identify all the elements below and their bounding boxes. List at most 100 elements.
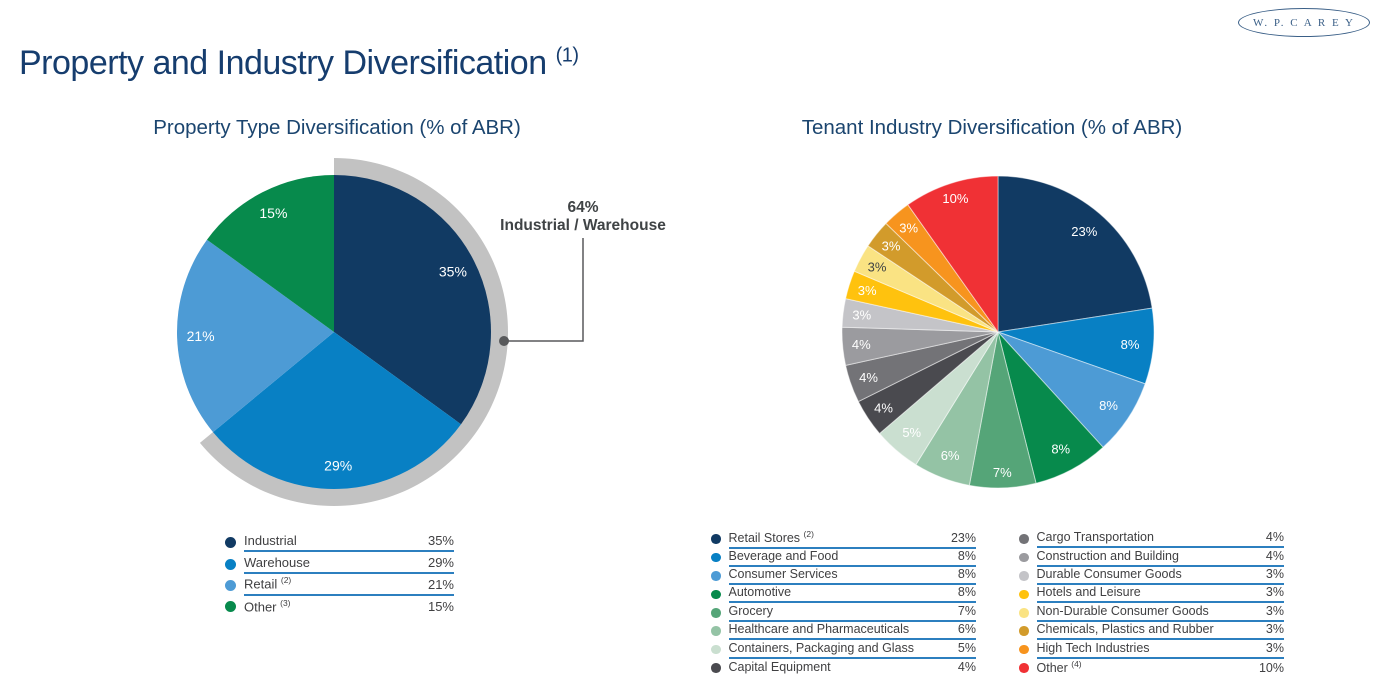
legend-label: Construction and Building — [1036, 548, 1179, 563]
callout-dot — [499, 336, 509, 346]
legend-swatch-retail — [225, 579, 236, 591]
legend-value: 6% — [957, 622, 976, 637]
legend-entry: Hotels and Leisure 3% — [1036, 585, 1284, 604]
tenant-legend-column-2: Cargo Transportation 4% Construction and B… — [1019, 530, 1284, 677]
slice-label-non-durable-consumer-goods: 3% — [868, 260, 887, 275]
legend-swatch-durable-consumer-goods — [1019, 571, 1029, 581]
legend-row-non-durable-consumer-goods: Non-Durable Consumer Goods 3% — [1019, 604, 1284, 622]
legend-label: Healthcare and Pharmaceuticals — [728, 622, 910, 637]
legend-value: 5% — [957, 640, 976, 655]
legend-value: 29% — [427, 554, 454, 570]
legend-row-retail-stores: Retail Stores (2) 23% — [711, 529, 976, 550]
legend-row-other: Other (3) 15% — [225, 596, 454, 617]
legend-entry: Capital Equipment 4% — [729, 660, 977, 676]
page-title: Property and Industry Diversification (1… — [19, 44, 579, 83]
legend-row-durable-consumer-goods: Durable Consumer Goods 3% — [1019, 567, 1284, 585]
legend-footnote-marker: (2) — [803, 529, 814, 540]
slice-label-automotive: 8% — [1051, 441, 1070, 456]
legend-entry: Cargo Transportation 4% — [1036, 530, 1284, 549]
legend-row-capital-equipment: Capital Equipment 4% — [711, 659, 976, 677]
legend-swatch-non-durable-consumer-goods — [1019, 608, 1029, 618]
legend-swatch-construction-and-building — [1019, 552, 1029, 563]
property-legend: Industrial 35% Warehouse 29% Retail (2) 21% Ot… — [225, 532, 454, 618]
legend-swatch-beverage-and-food — [711, 552, 721, 563]
legend-entry: Industrial 35% — [244, 533, 454, 553]
legend-entry: Other (4) 10% — [1037, 659, 1285, 677]
slice-label-other: 10% — [942, 191, 968, 206]
legend-swatch-high-tech-industries — [1019, 644, 1029, 655]
legend-row-retail: Retail (2) 21% — [225, 575, 454, 596]
legend-value: 21% — [427, 576, 454, 592]
slice-label-hotels-and-leisure: 3% — [858, 283, 877, 298]
legend-entry: Consumer Services 8% — [728, 566, 976, 585]
legend-swatch-other — [1019, 663, 1029, 673]
legend-swatch-capital-equipment — [711, 663, 721, 673]
legend-row-industrial: Industrial 35% — [225, 532, 454, 553]
pie-slice-other — [907, 175, 999, 334]
slice-label-industrial: 35% — [439, 263, 467, 279]
slice-label-containers-packaging-and-glass: 5% — [902, 425, 921, 440]
legend-footnote-marker: (2) — [280, 575, 292, 586]
legend-entry: High Tech Industries 3% — [1036, 640, 1284, 659]
legend-value: 23% — [950, 531, 976, 546]
legend-row-healthcare-and-pharmaceuticals: Healthcare and Pharmaceuticals 6% — [711, 622, 976, 641]
legend-entry: Containers, Packaging and Glass 5% — [728, 640, 976, 659]
legend-entry: Grocery 7% — [728, 603, 976, 622]
page-title-text: Property and Industry Diversification — [19, 44, 547, 82]
callout-label: Industrial / Warehouse — [500, 217, 666, 234]
pie-slice-industrial — [334, 175, 491, 425]
legend-row-cargo-transportation: Cargo Transportation 4% — [1019, 530, 1284, 549]
slice-label-capital-equipment: 4% — [874, 400, 893, 415]
legend-value: 7% — [957, 603, 976, 618]
legend-label: High Tech Industries — [1036, 640, 1150, 655]
legend-value: 35% — [427, 533, 454, 549]
slice-label-construction-and-building: 4% — [852, 337, 871, 352]
legend-entry: Retail (2) 21% — [244, 575, 454, 596]
legend-label: Retail Stores (2) — [728, 529, 814, 546]
legend-swatch-grocery — [711, 608, 721, 618]
legend-row-beverage-and-food: Beverage and Food 8% — [711, 548, 976, 567]
pie-slice-warehouse — [213, 332, 462, 489]
legend-value: 8% — [957, 548, 976, 563]
legend-swatch-automotive — [711, 589, 721, 600]
legend-row-chemicals-plastics-and-rubber: Chemicals, Plastics and Rubber 3% — [1019, 622, 1284, 641]
legend-swatch-warehouse — [225, 558, 236, 570]
legend-swatch-cargo-transportation — [1019, 534, 1029, 544]
legend-entry: Durable Consumer Goods 3% — [1036, 567, 1284, 585]
pie-slice-retail — [177, 239, 334, 433]
legend-entry: Other (3) 15% — [244, 598, 454, 616]
tenant-chart-title: Tenant Industry Diversification (% of AB… — [801, 116, 1183, 139]
legend-label: Beverage and Food — [728, 548, 839, 563]
legend-swatch-hotels-and-leisure — [1019, 589, 1029, 600]
legend-value: 15% — [427, 599, 454, 615]
slice-label-retail: 21% — [187, 328, 215, 344]
legend-label: Chemicals, Plastics and Rubber — [1036, 622, 1214, 637]
callout-percentage: 64% — [567, 199, 599, 216]
legend-value: 8% — [957, 585, 976, 600]
legend-value: 3% — [1265, 640, 1284, 655]
tenant-legend-column-1: Retail Stores (2) 23% Beverage and Food 8% C… — [711, 529, 976, 677]
slice-label-durable-consumer-goods: 3% — [852, 308, 871, 323]
legend-entry: Beverage and Food 8% — [728, 548, 976, 567]
legend-footnote-marker: (3) — [280, 597, 291, 608]
tenant-pie-chart: 23% 8% 8% 8% 7% 6% 5% 4% 4% 4% 3% 3% 3% 3% 3% 10% — [841, 175, 1155, 489]
legend-label: Warehouse — [244, 554, 310, 570]
highlight-arc — [199, 158, 508, 507]
legend-value: 4% — [957, 659, 976, 674]
legend-entry: Healthcare and Pharmaceuticals 6% — [728, 622, 976, 641]
legend-row-other: Other (4) 10% — [1019, 659, 1284, 677]
legend-value: 3% — [1265, 622, 1284, 637]
legend-label: Capital Equipment — [728, 659, 831, 674]
legend-entry: Chemicals, Plastics and Rubber 3% — [1036, 622, 1284, 641]
legend-row-grocery: Grocery 7% — [711, 604, 976, 622]
page-title-footnote-marker: (1) — [555, 44, 579, 67]
legend-swatch-industrial — [225, 537, 236, 549]
legend-row-high-tech-industries: High Tech Industries 3% — [1019, 640, 1284, 659]
legend-value: 8% — [957, 566, 976, 581]
legend-swatch-retail-stores — [711, 534, 721, 544]
legend-row-consumer-services: Consumer Services 8% — [711, 567, 976, 585]
legend-label: Retail (2) — [244, 575, 292, 592]
legend-label: Hotels and Leisure — [1036, 585, 1141, 600]
slice-label-beverage-and-food: 8% — [1121, 337, 1140, 352]
